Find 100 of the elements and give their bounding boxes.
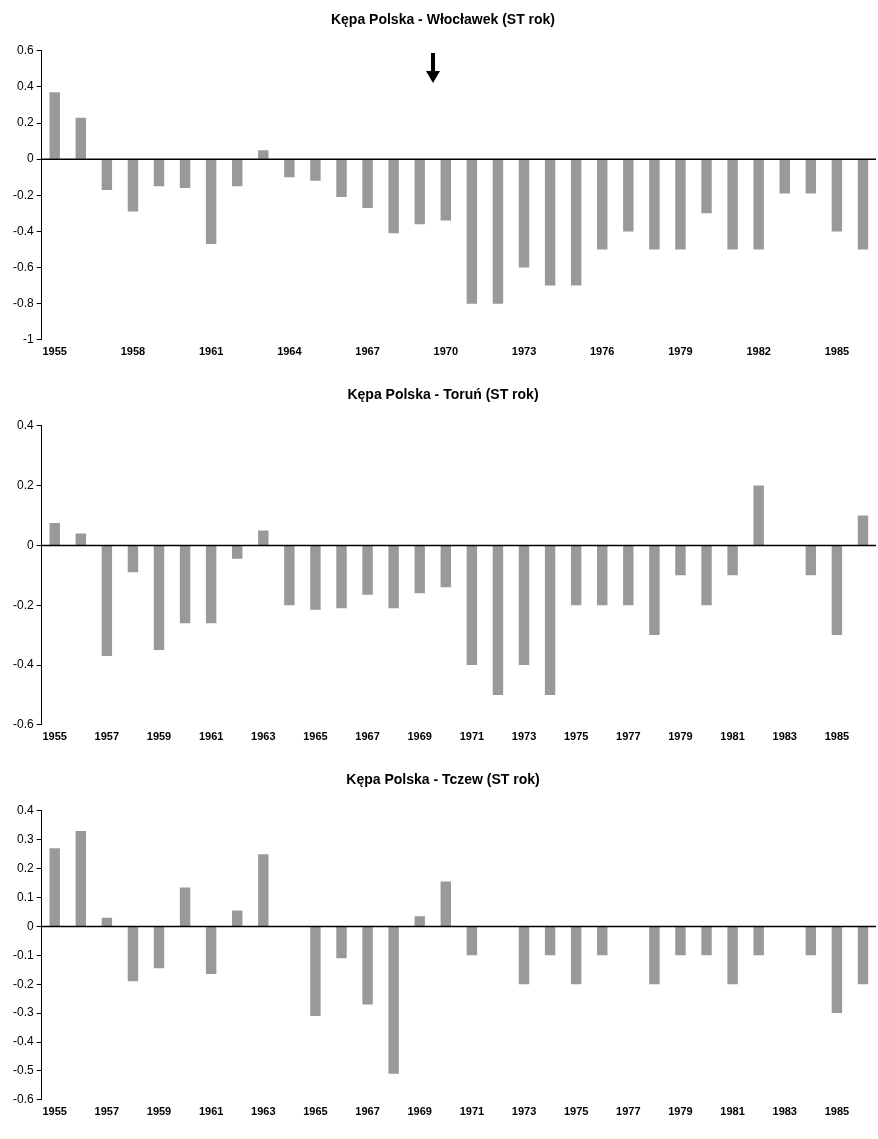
y-tick-label: -0.4: [12, 1034, 34, 1049]
bar: [805, 159, 817, 194]
x-tick-label: 1979: [668, 1105, 693, 1118]
y-tick-label: -0.4: [12, 223, 34, 238]
y-tick-label: -0.2: [12, 976, 34, 991]
x-tick-label: 1967: [355, 1105, 380, 1118]
x-tick-label: 1979: [668, 345, 693, 358]
y-tick-label: -0.6: [12, 1092, 34, 1107]
bar: [388, 159, 399, 234]
bar: [675, 545, 686, 576]
y-tick-label: 0.2: [16, 860, 34, 875]
y-tick-label: -0.2: [12, 187, 34, 202]
bar: [310, 545, 321, 610]
y-tick-label: 0.6: [16, 43, 34, 58]
bar: [570, 926, 582, 985]
bar: [701, 159, 712, 214]
bar: [701, 545, 712, 606]
x-tick-label: 1982: [746, 345, 771, 358]
y-tick-label: 0.4: [16, 418, 34, 433]
bar: [570, 159, 582, 286]
bar: [336, 926, 347, 959]
chart-title: Kępa Polska - Włocławek (ST rok): [330, 11, 556, 28]
bar: [597, 159, 608, 250]
x-tick-label: 1967: [355, 345, 380, 358]
x-tick-label: 1959: [146, 730, 172, 743]
bar: [75, 831, 86, 926]
x-tick-label: 1961: [198, 1105, 224, 1118]
bar: [362, 159, 373, 208]
x-tick-label: 1969: [407, 1105, 432, 1118]
x-tick-label: 1979: [668, 730, 693, 743]
bar: [49, 92, 60, 159]
y-tick-label: -0.6: [12, 259, 34, 274]
bar: [675, 926, 686, 956]
x-tick-label: 1981: [720, 730, 745, 743]
bar: [310, 159, 321, 181]
bar: [753, 159, 764, 250]
y-tick-label: 0: [26, 537, 34, 552]
x-tick-label: 1964: [277, 345, 303, 358]
y-tick-label: -0.2: [12, 597, 34, 612]
bar: [623, 545, 634, 606]
x-tick-label: 1975: [563, 1105, 589, 1118]
x-tick-label: 1983: [772, 1105, 797, 1118]
bar: [101, 159, 113, 190]
x-tick-label: 1983: [772, 730, 797, 743]
bar: [127, 545, 139, 573]
bar: [753, 485, 764, 545]
bar: [258, 530, 269, 545]
x-tick-label: 1961: [198, 730, 224, 743]
bar: [388, 545, 399, 609]
bar: [232, 910, 243, 926]
x-tick-label: 1971: [459, 730, 485, 743]
bar: [310, 926, 321, 1016]
x-tick-label: 1963: [251, 1105, 276, 1118]
chart-title: Kępa Polska - Tczew (ST rok): [346, 771, 540, 788]
bar: [49, 522, 60, 545]
bar: [831, 159, 843, 232]
x-tick-label: 1957: [94, 1105, 120, 1118]
y-tick-label: -0.6: [12, 717, 34, 732]
y-tick-label: -0.1: [12, 947, 34, 962]
bar: [414, 545, 425, 594]
bar: [440, 545, 452, 588]
bar: [101, 545, 113, 657]
bar: [49, 848, 60, 926]
bar: [179, 887, 191, 926]
y-tick-label: 0: [26, 151, 34, 166]
bar: [805, 926, 817, 956]
x-tick-label: 1985: [824, 1105, 850, 1118]
x-tick-label: 1977: [616, 1105, 641, 1118]
bar: [388, 926, 399, 1074]
y-tick-label: -1: [23, 332, 34, 347]
x-tick-label: 1981: [720, 1105, 745, 1118]
x-tick-label: 1963: [251, 730, 276, 743]
y-tick-label: 0: [26, 918, 34, 933]
x-tick-label: 1957: [94, 730, 120, 743]
x-tick-label: 1958: [120, 345, 146, 358]
bar: [544, 159, 556, 286]
bar: [153, 159, 165, 187]
x-tick-label: 1955: [42, 1105, 67, 1118]
bar: [727, 926, 738, 985]
y-tick-label: 0.2: [16, 115, 34, 130]
bar: [336, 159, 347, 198]
bar: [75, 117, 86, 159]
bar: [414, 159, 425, 225]
bar: [258, 854, 269, 926]
y-tick-label: 0.2: [16, 477, 34, 492]
bar: [857, 515, 869, 545]
x-tick-label: 1961: [198, 345, 224, 358]
y-tick-label: -0.3: [12, 1005, 34, 1020]
bar: [570, 545, 582, 606]
x-tick-label: 1985: [824, 345, 850, 358]
x-tick-label: 1975: [563, 730, 589, 743]
bar: [127, 926, 139, 982]
bar: [518, 159, 530, 268]
bar: [831, 926, 843, 1014]
bar: [127, 159, 139, 212]
bar: [205, 545, 217, 624]
y-tick-label: 0.4: [16, 803, 34, 818]
bar: [518, 545, 530, 665]
bar: [753, 926, 764, 956]
y-tick-label: -0.4: [12, 657, 34, 672]
